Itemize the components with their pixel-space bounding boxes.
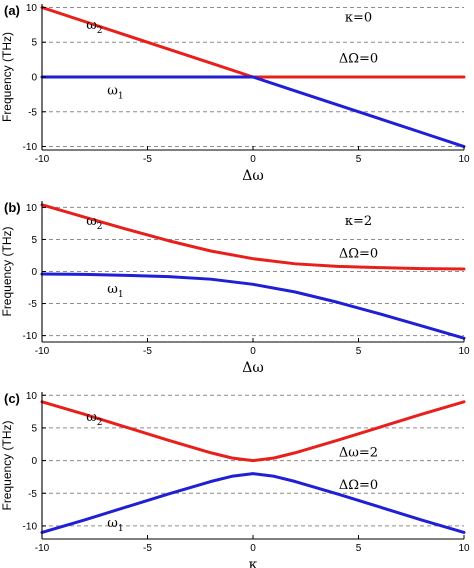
y-tick-label: 5 xyxy=(31,235,37,246)
x-axis-title: κ xyxy=(249,557,258,568)
x-tick-label: 0 xyxy=(250,154,256,165)
x-tick-label: 10 xyxy=(458,543,470,554)
series-line-omega1 xyxy=(40,75,466,149)
y-tick-label: -10 xyxy=(23,331,38,342)
series-line-omega1 xyxy=(40,272,466,340)
annotation-param-2: ΔΩ=0 xyxy=(339,51,378,66)
series-line-omega2 xyxy=(40,400,466,463)
y-axis-title: Frequency (THz) xyxy=(0,226,14,316)
series-label-omega1: ω1 xyxy=(107,84,123,102)
x-tick-label: -5 xyxy=(143,154,152,165)
annotation-param-2: ΔΩ=0 xyxy=(339,478,378,493)
panel-label: (c) xyxy=(4,391,20,406)
annotation-param-1: κ=2 xyxy=(345,214,372,229)
x-tick-label: -10 xyxy=(35,543,50,554)
x-tick-label: -5 xyxy=(143,346,152,357)
series-label-omega2: ω2 xyxy=(86,214,102,232)
x-tick-label: 10 xyxy=(458,154,470,165)
y-tick-label: -10 xyxy=(23,521,38,532)
series-label-subscript: 1 xyxy=(118,524,124,534)
series-label-symbol: ω xyxy=(107,84,118,99)
x-tick-label: -10 xyxy=(35,154,50,165)
y-tick-label: 5 xyxy=(31,423,37,434)
y-tick-label: 0 xyxy=(31,267,37,278)
y-tick-label: 10 xyxy=(26,203,38,214)
x-axis-title: Δω xyxy=(242,168,264,184)
annotation-param-1: Δω=2 xyxy=(339,446,378,461)
x-tick-label: 10 xyxy=(458,346,470,357)
y-tick-label: 10 xyxy=(26,391,38,402)
x-tick-label: -5 xyxy=(143,543,152,554)
y-tick-label: -5 xyxy=(28,107,37,118)
y-tick-label: -5 xyxy=(28,299,37,310)
y-tick-label: 5 xyxy=(31,38,37,49)
series-label-omega1: ω1 xyxy=(107,282,123,300)
y-tick-label: 10 xyxy=(26,3,38,14)
series-label-symbol: ω xyxy=(107,516,118,531)
panel-label: (b) xyxy=(4,200,21,215)
y-axis-title: Frequency (THz) xyxy=(0,420,14,510)
y-tick-label: -10 xyxy=(23,142,38,153)
series-label-symbol: ω xyxy=(86,410,97,425)
series-label-subscript: 2 xyxy=(97,418,103,428)
series-label-subscript: 2 xyxy=(97,26,103,36)
series-line-omega2 xyxy=(40,203,466,271)
annotation-param-1: κ=0 xyxy=(345,11,372,26)
y-tick-label: -5 xyxy=(28,489,37,500)
x-axis-title: Δω xyxy=(242,360,264,376)
x-tick-label: 0 xyxy=(250,346,256,357)
series-label-omega2: ω2 xyxy=(86,410,102,428)
x-tick-label: 5 xyxy=(356,346,362,357)
y-tick-label: 0 xyxy=(31,456,37,467)
x-tick-label: -10 xyxy=(35,346,50,357)
series-label-subscript: 2 xyxy=(97,222,103,232)
x-tick-label: 5 xyxy=(356,543,362,554)
panel-label: (a) xyxy=(4,3,20,18)
series-label-symbol: ω xyxy=(86,214,97,229)
series-label-symbol: ω xyxy=(86,18,97,33)
series-label-subscript: 1 xyxy=(118,290,124,300)
y-axis-title: Frequency (THz) xyxy=(0,32,14,122)
y-tick-label: 0 xyxy=(31,73,37,84)
series-label-subscript: 1 xyxy=(118,92,124,102)
series-label-omega1: ω1 xyxy=(107,516,123,534)
x-tick-label: 0 xyxy=(250,543,256,554)
series-label-symbol: ω xyxy=(107,282,118,297)
series-label-omega2: ω2 xyxy=(86,18,102,36)
series-line-omega1 xyxy=(40,472,466,534)
x-tick-label: 5 xyxy=(356,154,362,165)
annotation-param-2: ΔΩ=0 xyxy=(339,247,378,262)
